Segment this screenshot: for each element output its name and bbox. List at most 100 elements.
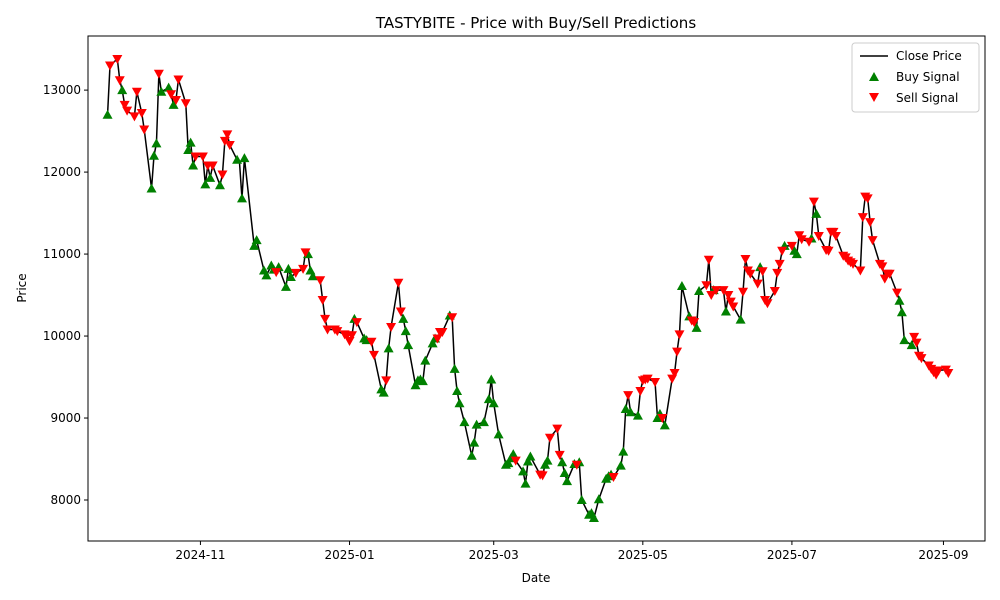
buy-signal-marker xyxy=(503,458,514,468)
sell-signal-marker xyxy=(217,170,228,180)
sell-signal-marker xyxy=(674,330,685,340)
sell-signal-marker xyxy=(393,278,404,288)
sell-signal-marker xyxy=(786,241,797,251)
sell-signal-marker xyxy=(769,286,780,296)
buy-signal-marker xyxy=(659,420,670,430)
buy-signal-marker xyxy=(676,281,687,291)
buy-signal-marker xyxy=(720,306,731,316)
sell-signal-marker xyxy=(718,286,729,296)
sell-signal-marker xyxy=(290,268,301,278)
sell-signal-marker xyxy=(796,235,807,245)
y-tick-label: 12000 xyxy=(43,165,81,179)
buy-signal-marker xyxy=(557,457,568,467)
buy-signal-marker xyxy=(694,285,705,295)
sell-signal-marker xyxy=(222,130,233,140)
buy-signal-marker xyxy=(508,449,519,459)
x-axis: 2024-11 2025-01 2025-03 2025-05 2025-07 2025-… xyxy=(175,541,969,562)
sell-signal-marker xyxy=(537,471,548,481)
buy-signal-marker xyxy=(906,340,917,350)
sell-signal-marker xyxy=(762,299,773,309)
buy-signal-marker xyxy=(249,240,260,250)
x-tick-label: 2025-03 xyxy=(469,548,519,562)
buy-signal-marker xyxy=(593,494,604,504)
sell-signal-marker xyxy=(300,248,311,258)
sell-signal-marker xyxy=(740,254,751,264)
legend-box xyxy=(851,42,980,113)
sell-signal-marker xyxy=(510,456,521,466)
buy-signal-marker xyxy=(520,478,531,488)
y-tick-label: 8000 xyxy=(50,493,81,507)
x-tick-label: 2025-05 xyxy=(618,548,668,562)
sell-signal-marker xyxy=(823,246,834,256)
sell-signal-marker xyxy=(830,232,841,242)
buy-signal-marker xyxy=(280,281,291,291)
sell-signal-marker xyxy=(862,194,873,204)
sell-signal-marker xyxy=(366,337,377,347)
buy-signal-marker xyxy=(232,154,243,164)
buy-signal-marker xyxy=(625,407,636,417)
plot-frame xyxy=(87,35,986,542)
buy-signal-marker xyxy=(735,314,746,324)
sell-signal-marker xyxy=(772,268,783,278)
buy-signal-marker xyxy=(168,99,179,109)
sell-signal-marker xyxy=(777,246,788,256)
sell-signal-marker xyxy=(943,368,954,378)
sell-signal-marker xyxy=(197,152,208,162)
sell-signal-marker xyxy=(368,350,379,360)
buy-signal-marker xyxy=(632,410,643,420)
buy-signal-marker xyxy=(214,180,225,190)
sell-signal-marker xyxy=(322,325,333,335)
buy-signal-marker xyxy=(471,419,482,429)
buy-signal-marker xyxy=(791,249,802,259)
sell-signal-marker xyxy=(745,269,756,279)
sell-signal-marker xyxy=(122,106,133,116)
buy-signal-marker xyxy=(518,466,529,476)
buy-signal-marker xyxy=(576,495,587,505)
sell-signal-marker xyxy=(190,152,201,162)
x-axis-title: Date xyxy=(522,571,551,585)
buy-signal-marker xyxy=(417,376,428,386)
buy-signal-marker xyxy=(618,446,629,456)
sell-signal-marker xyxy=(271,268,282,278)
x-tick-label: 2024-11 xyxy=(175,548,225,562)
sell-signal-marker xyxy=(933,366,944,376)
buy-signal-marker xyxy=(478,417,489,427)
sell-signal-marker xyxy=(554,450,565,460)
buy-signal-marker xyxy=(691,322,702,332)
sell-signal-marker xyxy=(207,161,218,171)
buy-signal-marker xyxy=(183,144,194,154)
x-tick-label: 2025-09 xyxy=(918,548,968,562)
sell-signal-marker xyxy=(552,424,563,434)
buy-signal-marker xyxy=(559,467,570,477)
sell-signal-marker xyxy=(131,87,142,97)
buy-signal-marker xyxy=(469,437,480,447)
sell-signal-marker xyxy=(437,327,448,337)
buy-signal-marker xyxy=(102,109,113,119)
sell-signal-marker xyxy=(346,331,357,341)
sell-signal-marker xyxy=(635,386,646,396)
sell-signal-marker xyxy=(386,323,397,333)
legend-sell-signal-label: Sell Signal xyxy=(896,91,958,105)
buy-signal-marker xyxy=(156,86,167,96)
sell-signal-marker xyxy=(711,286,722,296)
y-tick-label: 10000 xyxy=(43,329,81,343)
buy-signal-marker xyxy=(185,137,196,147)
plot-area xyxy=(102,54,954,523)
sell-signal-marker xyxy=(669,368,680,378)
y-tick-label: 11000 xyxy=(43,247,81,261)
buy-signal-marker xyxy=(522,456,533,466)
sell-signal-marker xyxy=(867,236,878,246)
legend-close-price-label: Close Price xyxy=(896,49,962,63)
y-axis: 8000 9000 10000 11000 12000 13000 xyxy=(43,83,88,507)
y-tick-label: 9000 xyxy=(50,411,81,425)
buy-signal-marker xyxy=(466,450,477,460)
sell-signal-marker xyxy=(728,302,739,312)
buy-signal-marker xyxy=(562,476,573,486)
y-axis-title: Price xyxy=(15,273,29,302)
sell-signal-marker xyxy=(650,377,661,387)
buy-signal-marker xyxy=(205,172,216,182)
sell-signal-marker xyxy=(703,255,714,265)
buy-signal-marker xyxy=(200,179,211,189)
sell-signal-marker xyxy=(892,288,903,298)
